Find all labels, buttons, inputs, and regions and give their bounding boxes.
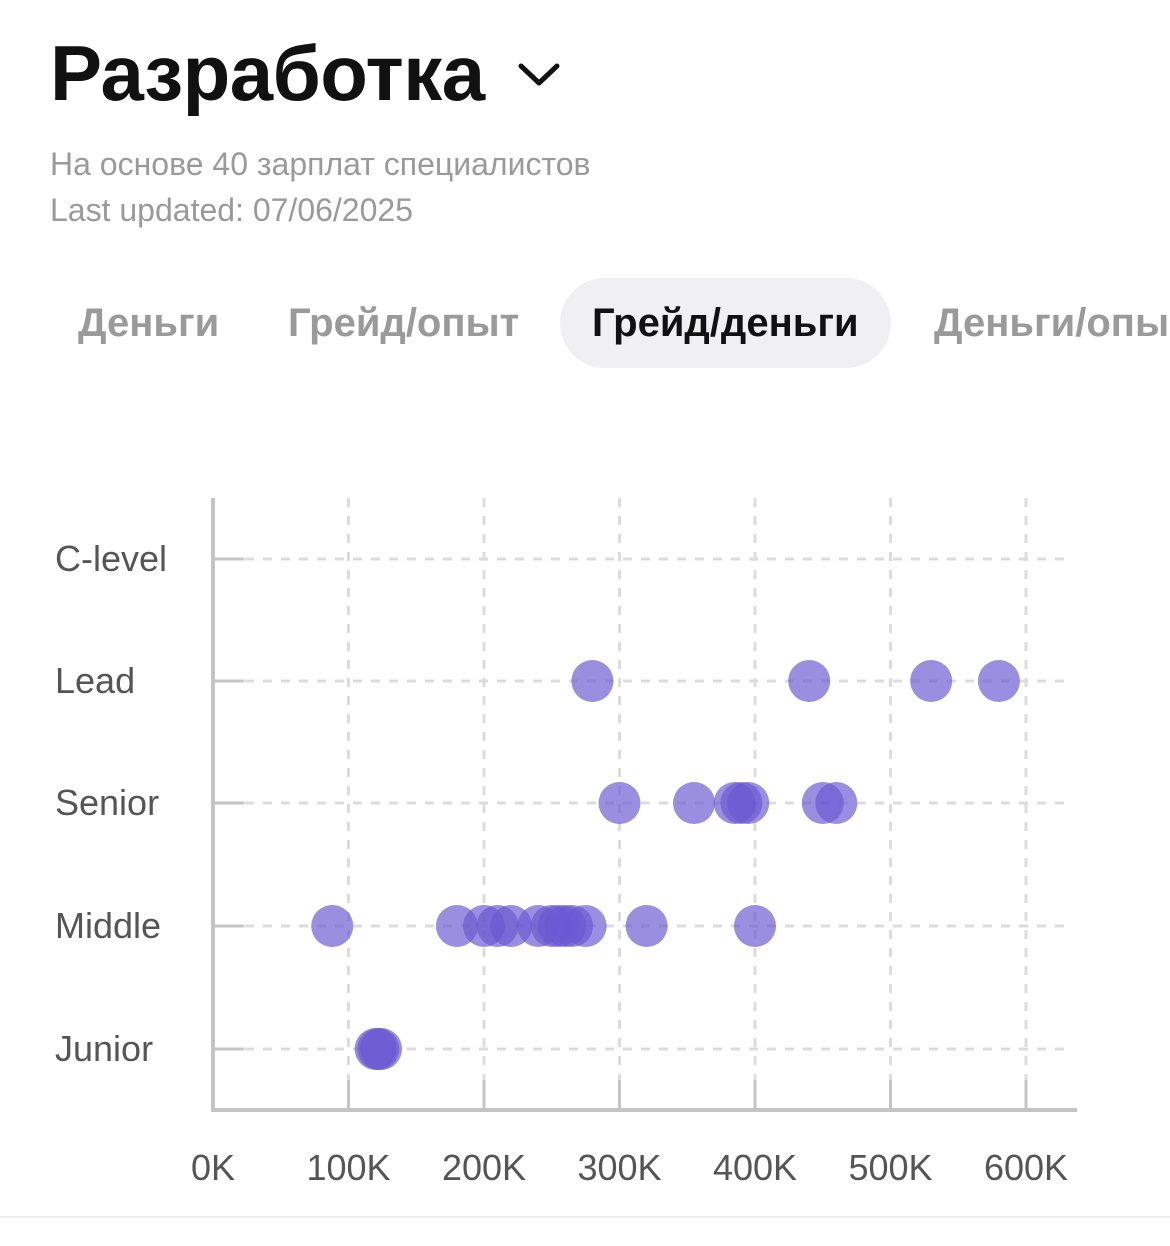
data-point xyxy=(625,905,668,947)
x-tick-label: 500K xyxy=(848,1147,932,1188)
subtitle: На основе 40 зарплат специалистов xyxy=(50,146,591,182)
chevron-down-icon[interactable] xyxy=(517,62,561,93)
data-point xyxy=(571,660,614,702)
tab-grade-money[interactable]: Грейд/деньги xyxy=(560,278,891,368)
tab-bar: Деньги Грейд/опыт Грейд/деньги Деньги/оп… xyxy=(0,278,1170,370)
data-point xyxy=(734,905,776,947)
y-tick-label: Senior xyxy=(55,782,159,823)
scatter-chart: Junior Middle Senior Lead C-level 0K 100K 200K 3… xyxy=(55,498,1077,1188)
data-point xyxy=(910,660,953,702)
x-tick-label: 0K xyxy=(191,1147,235,1188)
data-point xyxy=(977,660,1020,702)
tab-grade-experience[interactable]: Грейд/опыт xyxy=(288,301,520,345)
y-tick-label: Junior xyxy=(55,1028,153,1069)
data-point xyxy=(788,660,831,702)
x-tick-label: 100K xyxy=(306,1147,390,1188)
y-tick-label: C-level xyxy=(55,538,167,579)
data-point xyxy=(673,782,716,824)
data-point xyxy=(815,782,858,824)
data-point xyxy=(360,1028,403,1070)
header[interactable]: Разработка xyxy=(50,28,561,119)
y-tick-label: Middle xyxy=(55,905,161,946)
x-tick-label: 400K xyxy=(713,1147,797,1188)
x-tick-label: 600K xyxy=(984,1147,1068,1188)
data-point xyxy=(598,782,641,824)
divider xyxy=(0,1216,1170,1218)
data-point xyxy=(311,905,354,947)
tab-money-experience[interactable]: Деньги/опыт xyxy=(934,301,1170,345)
tab-money[interactable]: Деньги xyxy=(78,301,220,345)
data-point xyxy=(727,782,770,824)
x-tick-label: 300K xyxy=(577,1147,661,1188)
y-tick-label: Lead xyxy=(55,660,135,701)
data-point xyxy=(564,905,607,947)
last-updated: Last updated: 07/06/2025 xyxy=(50,192,413,228)
page-title: Разработка xyxy=(50,29,485,117)
x-tick-label: 200K xyxy=(442,1147,526,1188)
